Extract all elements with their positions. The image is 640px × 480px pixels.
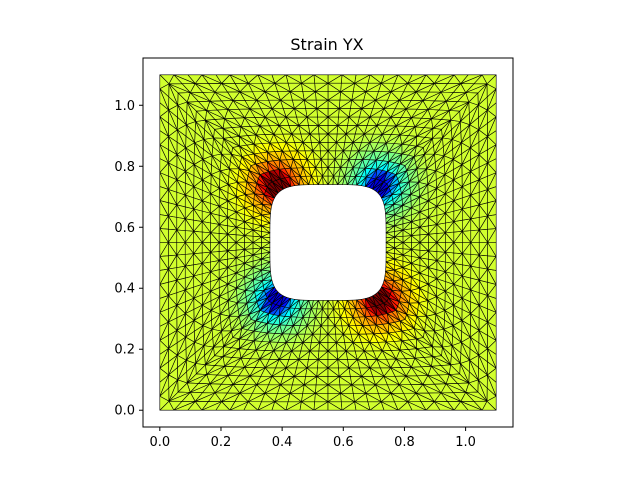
- mesh-triangle: [481, 74, 497, 85]
- mesh-triangle: [257, 74, 276, 84]
- mesh-triangle: [159, 321, 169, 341]
- mesh-triangle: [159, 268, 169, 285]
- chart-title: Strain YX: [290, 35, 363, 54]
- mesh-triangle: [285, 74, 302, 84]
- mesh-triangle: [407, 401, 427, 411]
- mesh-triangle: [487, 200, 497, 217]
- mesh-triangle: [173, 74, 196, 84]
- mesh-triangle: [159, 242, 169, 257]
- x-tick-label: 0.0: [149, 435, 170, 450]
- mesh-triangle: [159, 395, 170, 411]
- y-tick-label: 0.2: [114, 343, 135, 358]
- axes-frame: [142, 57, 514, 428]
- x-tick-label: 0.4: [272, 435, 293, 450]
- y-tick-label: 0.4: [114, 282, 135, 297]
- mesh-triangle: [159, 158, 169, 173]
- x-tick-label: 0.2: [211, 435, 232, 450]
- mesh-triangle: [271, 401, 287, 411]
- mesh-triangle: [313, 74, 329, 84]
- mesh-triangle: [215, 401, 231, 411]
- mesh-triangle: [487, 284, 497, 299]
- mesh-triangle: [487, 116, 497, 137]
- mesh-triangle: [453, 74, 469, 84]
- mesh-triangle: [327, 401, 343, 411]
- mesh-triangle: [159, 102, 169, 117]
- mesh-triangle: [159, 74, 170, 90]
- mesh-triangle: [487, 256, 497, 271]
- mesh-triangle: [229, 74, 249, 84]
- mesh-triangle: [397, 74, 413, 84]
- mesh-triangle: [487, 172, 497, 190]
- mesh-triangle: [486, 395, 497, 411]
- mesh-triangle: [187, 401, 203, 411]
- mesh-triangle: [159, 214, 169, 229]
- mesh-triangle: [487, 144, 497, 164]
- x-tick-label: 1.0: [455, 435, 476, 450]
- mesh-triangle: [299, 401, 315, 411]
- mesh-triangle: [243, 401, 259, 411]
- mesh-triangle: [369, 74, 385, 84]
- mesh-triangle: [354, 401, 371, 411]
- y-tick-label: 1.0: [114, 99, 135, 114]
- mesh-layer: [159, 74, 497, 411]
- mesh-triangle: [425, 74, 441, 84]
- tick-layer: 0.0 0.2 0.4 0.6 0.8 1.0 0.0 0.2 0.4 0.6 0.8 1.0: [114, 99, 476, 450]
- y-tick-label: 0.8: [114, 160, 135, 175]
- mesh-triangle: [159, 374, 169, 397]
- mesh-triangle: [159, 130, 169, 145]
- mesh-triangle: [380, 401, 399, 411]
- mesh-triangle: [201, 74, 222, 84]
- y-tick-label: 0.6: [114, 221, 135, 236]
- y-tick-label: 0.0: [114, 404, 135, 419]
- mesh-triangle: [460, 401, 483, 411]
- mesh-triangle: [159, 348, 169, 369]
- mesh-triangle: [487, 312, 497, 327]
- mesh-triangle: [434, 401, 455, 411]
- mesh-triangle: [159, 295, 169, 313]
- mesh-triangle: [487, 340, 497, 355]
- mesh-triangle: [487, 367, 497, 383]
- mesh-triangle: [341, 74, 357, 84]
- x-tick-label: 0.6: [333, 435, 354, 450]
- mesh-triangle: [487, 228, 497, 243]
- mesh-triangle: [159, 186, 169, 201]
- x-tick-label: 0.8: [394, 435, 415, 450]
- mesh-triangle: [487, 88, 497, 111]
